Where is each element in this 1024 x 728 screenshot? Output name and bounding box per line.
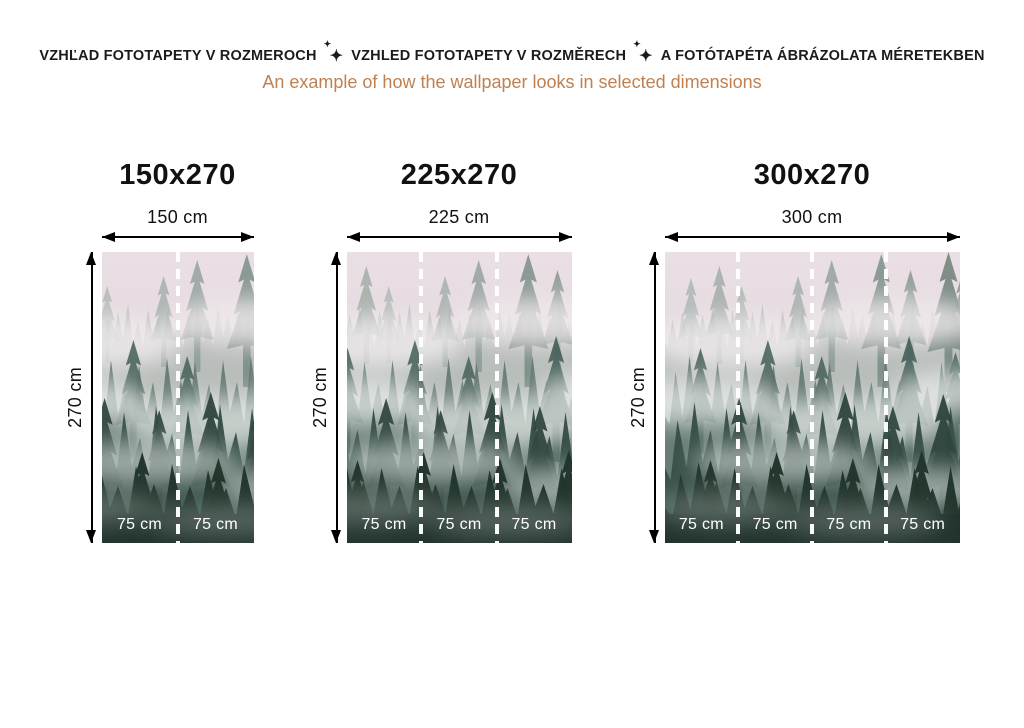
height-dimension: 270 cm — [627, 252, 659, 544]
wallpaper-preview: 75 cm 75 cm 75 cm — [346, 252, 572, 544]
size-title: 150x270 — [119, 159, 236, 192]
page-header: VZHĽAD FOTOTAPETY V ROZMEROCH VZHLED FOTO… — [0, 40, 1024, 93]
width-arrow — [101, 231, 254, 242]
height-label: 270 cm — [309, 367, 330, 429]
segment-width-label: 75 cm — [900, 516, 946, 534]
panel-divider — [419, 252, 424, 544]
sparkle-icon — [633, 40, 653, 65]
panel-divider — [810, 252, 814, 544]
panel-divider — [736, 252, 741, 544]
width-arrow — [664, 231, 960, 242]
wallpaper-preview: 75 cm 75 cm — [101, 252, 254, 544]
dimension-panels: 270 cm 150x270 150 cm 75 cm 75 cm 270 cm… — [0, 159, 1024, 544]
height-dimension: 270 cm — [309, 252, 341, 544]
misty-forest-image — [347, 252, 572, 543]
wallpaper-preview: 75 cm 75 cm 75 cm 75 cm — [664, 252, 960, 544]
height-dimension: 270 cm — [64, 252, 96, 544]
width-label: 225 cm — [428, 207, 490, 228]
height-label: 270 cm — [64, 367, 85, 429]
segment-width-label: 75 cm — [436, 516, 482, 534]
title-segment-cz: VZHLED FOTOTAPETY V ROZMĚRECH — [351, 48, 627, 64]
page-subtitle: An example of how the wallpaper looks in… — [262, 72, 762, 93]
page-title: VZHĽAD FOTOTAPETY V ROZMEROCH VZHLED FOTO… — [0, 40, 1024, 65]
panel-225x270: 270 cm 225x270 225 cm 75 cm 75 cm 75 cm — [309, 159, 572, 544]
segment-width-label: 75 cm — [116, 516, 163, 534]
panel-divider — [883, 252, 888, 544]
panel-divider — [494, 252, 499, 544]
panel-divider — [175, 252, 180, 544]
segment-width-label: 75 cm — [752, 516, 798, 534]
height-arrow — [86, 252, 96, 544]
segment-width-label: 75 cm — [361, 516, 407, 534]
segment-width-label: 75 cm — [511, 516, 557, 534]
segment-width-label: 75 cm — [192, 516, 239, 534]
title-segment-hu: A FOTÓTAPÉTA ÁBRÁZOLATA MÉRETEKBEN — [660, 48, 985, 64]
size-title: 225x270 — [400, 159, 518, 192]
height-arrow — [649, 252, 659, 544]
segment-width-label: 75 cm — [678, 516, 724, 534]
size-title: 300x270 — [753, 159, 871, 192]
panel-300x270: 270 cm 300x270 300 cm 75 cm 75 cm 75 cm … — [627, 159, 960, 544]
panel-150x270: 270 cm 150x270 150 cm 75 cm 75 cm — [64, 159, 254, 544]
segment-width-label: 75 cm — [826, 516, 872, 534]
width-label: 150 cm — [147, 207, 208, 228]
title-segment-sk: VZHĽAD FOTOTAPETY V ROZMEROCH — [39, 48, 317, 64]
height-label: 270 cm — [627, 367, 648, 429]
height-arrow — [331, 252, 341, 544]
width-arrow — [346, 231, 572, 242]
width-label: 300 cm — [781, 207, 843, 228]
sparkle-icon — [324, 40, 344, 65]
